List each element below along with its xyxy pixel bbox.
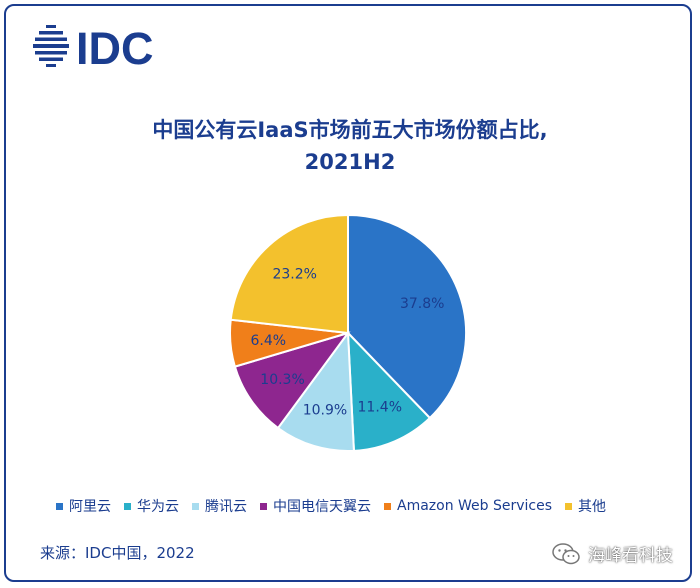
watermark: 海峰看科技 bbox=[552, 541, 673, 566]
legend-swatch-4 bbox=[384, 502, 391, 510]
chart-legend: 阿里云 华为云 腾讯云 中国电信天翼云 Amazon Web Services 其他 bbox=[56, 494, 619, 518]
pie-chart: 37.8% 11.4% 10.9% 10.3% 6.4% 23.2% bbox=[229, 213, 467, 452]
legend-item-5: 其他 bbox=[565, 496, 606, 516]
legend-swatch-1 bbox=[124, 502, 131, 510]
legend-swatch-3 bbox=[260, 502, 267, 510]
chart-subtitle: 2021H2 bbox=[304, 150, 396, 174]
pie-slice-2 bbox=[276, 330, 355, 452]
slice-label-4: 6.4% bbox=[251, 333, 287, 349]
legend-item-1: 华为云 bbox=[124, 496, 179, 516]
legend-swatch-0 bbox=[56, 502, 63, 510]
legend-label-2: 腾讯云 bbox=[205, 499, 247, 515]
idc-logo: IDC bbox=[33, 24, 154, 70]
legend-label-5: 其他 bbox=[578, 499, 607, 515]
legend-label-4: Amazon Web Services bbox=[397, 498, 553, 514]
slice-label-1: 11.4% bbox=[358, 399, 402, 415]
legend-label-1: 华为云 bbox=[137, 499, 179, 515]
slice-label-5: 23.2% bbox=[272, 266, 316, 282]
source-note: 来源：IDC中国，2022 bbox=[40, 544, 195, 562]
pie-slice-3 bbox=[233, 331, 351, 430]
watermark-text: 海峰看科技 bbox=[588, 546, 673, 566]
pie-slice-5 bbox=[229, 213, 349, 335]
legend-item-2: 腾讯云 bbox=[192, 496, 247, 516]
legend-swatch-2 bbox=[192, 502, 199, 510]
pie-slice-1 bbox=[346, 330, 432, 452]
wechat-icon bbox=[552, 542, 580, 564]
legend-label-3: 中国电信天翼云 bbox=[273, 499, 371, 515]
legend-swatch-5 bbox=[565, 502, 573, 510]
slice-label-0: 37.8% bbox=[400, 296, 444, 312]
pie-slice-0 bbox=[347, 213, 467, 420]
slice-label-2: 10.9% bbox=[303, 403, 347, 419]
idc-logo-text: IDC bbox=[76, 24, 154, 70]
chart-title: 中国公有云IaaS市场前五大市场份额占比, bbox=[152, 118, 548, 142]
idc-globe-icon bbox=[33, 25, 69, 67]
legend-label-0: 阿里云 bbox=[69, 499, 111, 515]
slice-label-3: 10.3% bbox=[260, 372, 304, 388]
legend-item-4: Amazon Web Services bbox=[384, 498, 552, 514]
legend-item-0: 阿里云 bbox=[56, 496, 111, 516]
legend-item-3: 中国电信天翼云 bbox=[260, 496, 371, 516]
